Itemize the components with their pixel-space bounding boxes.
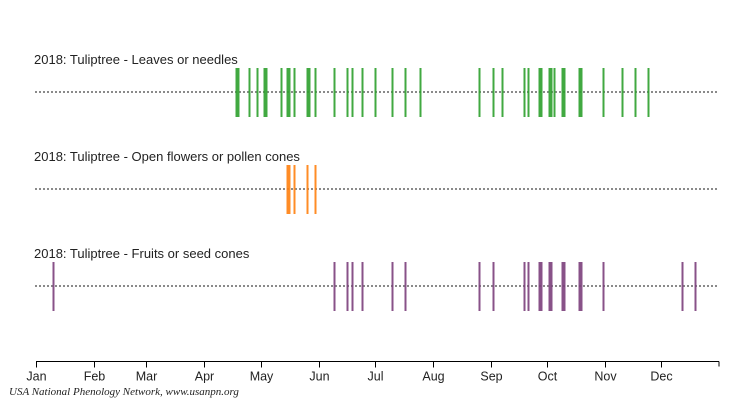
- x-tick-label: Apr: [195, 370, 214, 384]
- x-tick-label: Nov: [594, 370, 617, 384]
- x-tick-label: Dec: [650, 370, 672, 384]
- credit-text: USA National Phenology Network, www.usan…: [9, 386, 239, 398]
- x-axis: Jan Feb Mar Apr May Jun Jul Aug Sep Oct Nov Dec: [26, 361, 720, 384]
- series-title: 2018: Tuliptree - Fruits or seed cones: [34, 246, 250, 261]
- series-layer: 2018: Tuliptree - Leaves or needles 2018:…: [34, 52, 717, 311]
- x-tick-label: Jan: [26, 370, 46, 384]
- x-tick-label: Sep: [480, 370, 502, 384]
- series-row: 2018: Tuliptree - Fruits or seed cones: [34, 246, 717, 311]
- series-title: 2018: Tuliptree - Open flowers or pollen…: [34, 149, 300, 164]
- x-tick-label: Oct: [538, 370, 558, 384]
- series-title: 2018: Tuliptree - Leaves or needles: [34, 52, 238, 67]
- series-row: 2018: Tuliptree - Open flowers or pollen…: [34, 149, 717, 214]
- x-tick-label: Feb: [84, 370, 106, 384]
- x-tick-label: Mar: [136, 370, 158, 384]
- x-tick-label: Aug: [422, 370, 444, 384]
- series-row: 2018: Tuliptree - Leaves or needles: [34, 52, 717, 117]
- x-tick-label: Jul: [368, 370, 384, 384]
- x-tick-label: Jun: [309, 370, 329, 384]
- x-tick-label: May: [250, 370, 274, 384]
